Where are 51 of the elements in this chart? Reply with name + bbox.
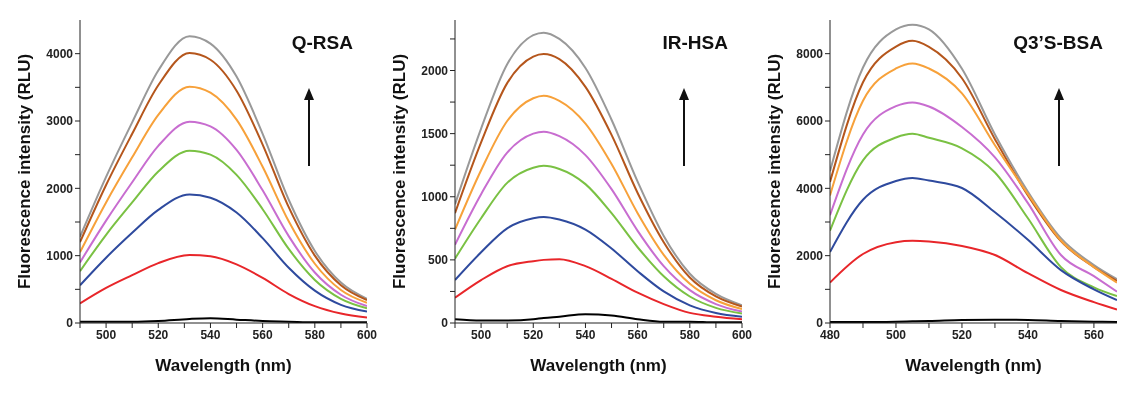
y-tick-label: 8000: [796, 46, 824, 61]
x-tick-label: 560: [1083, 327, 1105, 342]
y-tick-label: 1000: [46, 248, 74, 263]
x-axis-title: Wavelength (nm): [155, 356, 292, 375]
y-tick-label: 4000: [46, 46, 74, 61]
line-series: [455, 94, 742, 311]
line-series: [80, 120, 367, 308]
line-series: [455, 164, 742, 315]
y-tick-label: 1000: [421, 190, 449, 205]
y-tick-label: 1500: [421, 126, 449, 141]
y-tick-label: 2000: [796, 248, 824, 263]
x-tick-label: 500: [96, 327, 117, 342]
x-tick-label: 540: [575, 327, 596, 342]
text: Q-RSA: [291, 32, 353, 54]
y-tick-label: 0: [66, 316, 74, 331]
line-series: [455, 215, 742, 318]
x-tick-label: 560: [627, 327, 648, 342]
y-tick-label: 0: [441, 316, 449, 331]
y-tick-label: 500: [427, 253, 449, 268]
line-series: [80, 149, 367, 310]
line-series: [830, 239, 1117, 311]
y-axis-title: Fluorescence intensity (RLU): [15, 53, 35, 290]
x-tick-label: 520: [951, 327, 973, 342]
y-tick-label: 3000: [46, 114, 74, 129]
text: IR-HSA: [662, 32, 728, 54]
x-tick-label: 520: [523, 327, 544, 342]
line-series: [830, 132, 1117, 298]
y-tick-label: 2000: [46, 181, 74, 196]
x-axis-title: Wavelength (nm): [905, 356, 1042, 375]
x-tick-label: 580: [679, 327, 701, 342]
x-tick-label: 500: [471, 327, 492, 342]
x-tick-label: 560: [252, 327, 273, 342]
x-tick-label: 500: [885, 327, 907, 342]
text: Q3’S-BSA: [1013, 32, 1103, 54]
line-series: [80, 253, 367, 319]
x-axis-title: Wavelength (nm): [530, 356, 667, 375]
y-axis-title: Fluorescence intensity (RLU): [765, 53, 785, 290]
y-tick-label: 2000: [421, 63, 449, 78]
line-series: [455, 130, 742, 313]
x-tick-label: 600: [356, 327, 378, 342]
line-series: [830, 101, 1117, 293]
x-tick-label: 540: [200, 327, 221, 342]
y-axis-title: Fluorescence intensity (RLU): [390, 53, 410, 290]
y-tick-label: 6000: [796, 114, 824, 129]
x-tick-label: 520: [148, 327, 169, 342]
line-series: [80, 193, 367, 313]
x-tick-label: 600: [731, 327, 753, 342]
x-tick-label: 540: [1017, 327, 1039, 342]
line-series: [830, 176, 1117, 302]
y-tick-label: 4000: [796, 181, 824, 196]
x-tick-label: 580: [304, 327, 326, 342]
